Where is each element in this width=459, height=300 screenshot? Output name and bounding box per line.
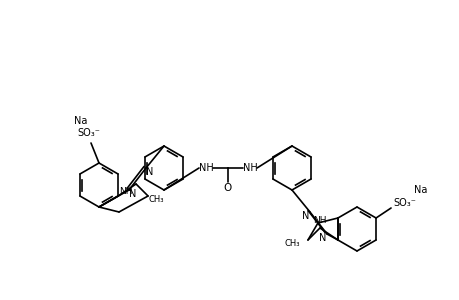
Text: SO₃⁻: SO₃⁻ [393, 198, 415, 208]
Text: CH₃: CH₃ [284, 238, 299, 247]
Text: NH: NH [242, 163, 257, 173]
Text: Na: Na [414, 185, 427, 195]
Text: Na: Na [74, 116, 88, 126]
Text: N: N [146, 167, 153, 177]
Text: N: N [319, 233, 326, 243]
Text: N: N [129, 189, 136, 199]
Text: CH₃: CH₃ [148, 194, 163, 203]
Text: NH: NH [313, 216, 326, 225]
Text: SO₃⁻: SO₃⁻ [78, 128, 100, 138]
Text: N: N [302, 211, 309, 221]
Text: O: O [224, 183, 232, 193]
Text: NH: NH [119, 187, 133, 196]
Text: NH: NH [198, 163, 213, 173]
